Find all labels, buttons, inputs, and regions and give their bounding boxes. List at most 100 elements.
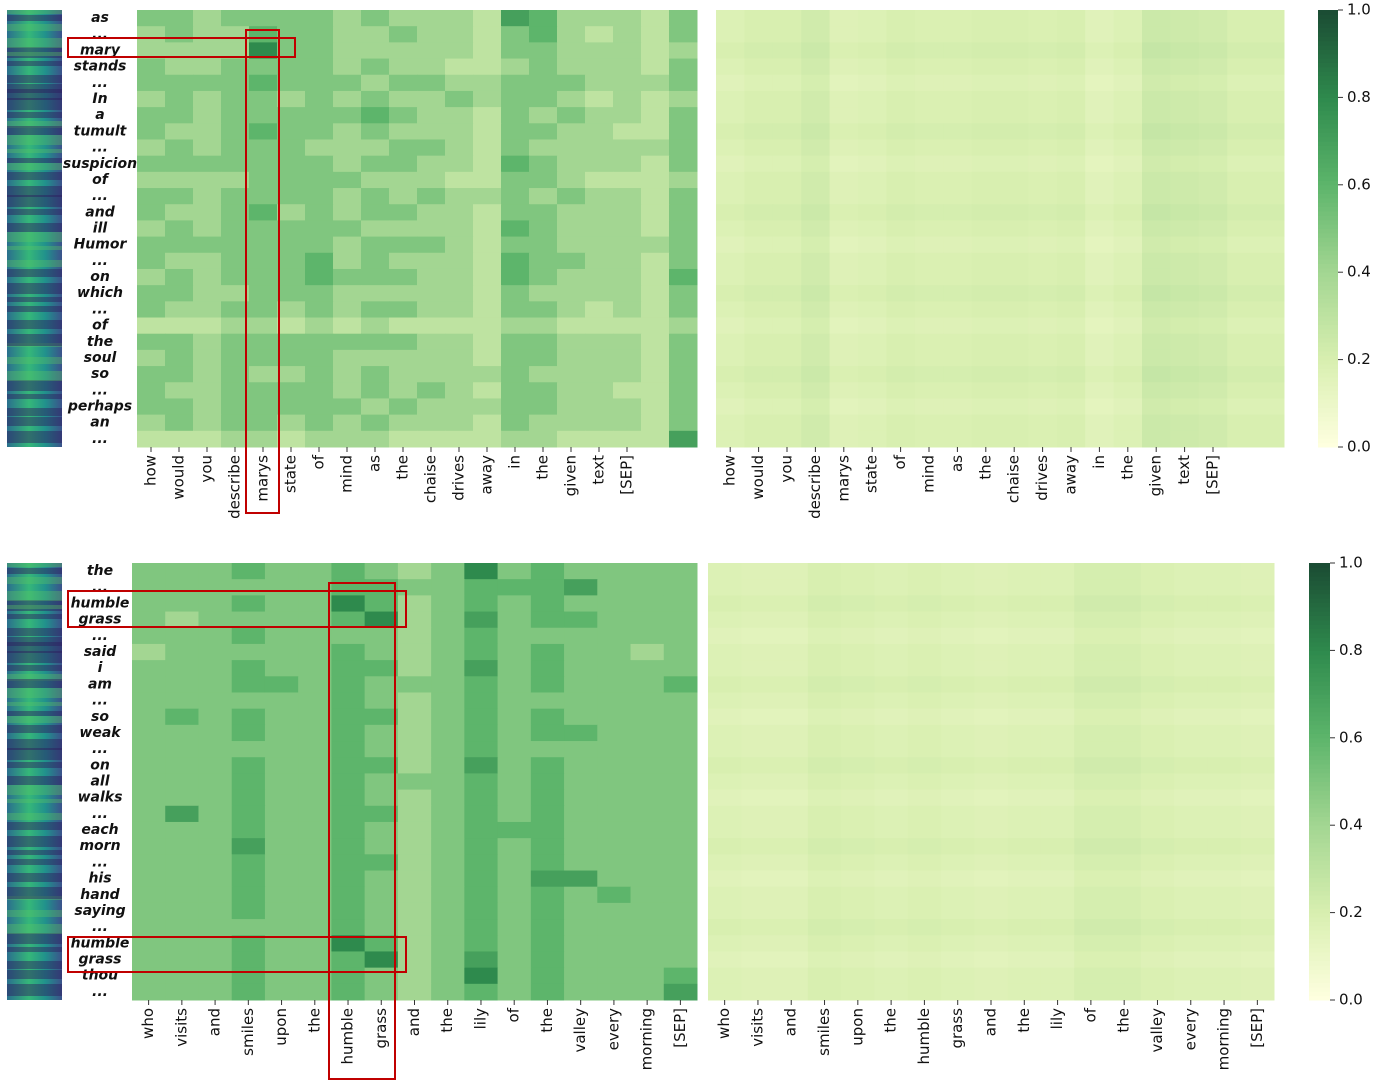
heatmap-cell	[361, 285, 390, 302]
heatmap-cell	[530, 708, 565, 726]
heatmap-cell	[641, 349, 670, 367]
heatmap-cell	[841, 773, 875, 791]
heatmap-cell	[249, 301, 278, 319]
heatmap-cell	[907, 757, 942, 774]
heatmap-cell	[331, 919, 366, 936]
spectrogram-band	[7, 924, 62, 934]
heatmap-cell	[397, 741, 432, 758]
colorbar-segment	[1309, 956, 1330, 962]
heatmap-cell	[264, 724, 299, 742]
heatmap-cell	[557, 317, 586, 335]
y-tick-label: the	[87, 334, 113, 350]
heatmap-cell	[132, 676, 166, 693]
heatmap-cell	[1028, 268, 1058, 286]
heatmap-cell	[974, 708, 1009, 726]
heatmap-cell	[630, 854, 665, 872]
heatmap-cell	[1107, 611, 1142, 629]
heatmap-cell	[1255, 10, 1285, 27]
heatmap-cell	[1240, 611, 1275, 629]
heatmap-cell	[807, 724, 842, 742]
heatmap-cell	[1198, 139, 1228, 157]
spectrogram-band	[7, 163, 62, 170]
heatmap-cell	[1085, 58, 1115, 76]
colorbar-segment	[1309, 606, 1330, 612]
heatmap-cell	[264, 741, 299, 758]
spectrogram-band	[7, 112, 62, 118]
heatmap-cell	[389, 204, 418, 221]
heatmap-cell	[298, 935, 332, 952]
heatmap-cell	[829, 90, 859, 108]
heatmap-cell	[1028, 382, 1058, 399]
heatmap-cell	[1028, 10, 1058, 27]
heatmap-cell	[497, 595, 532, 613]
heatmap-cell	[198, 660, 233, 677]
x-tick-label: every	[1181, 1008, 1199, 1051]
heatmap-cell	[1000, 204, 1029, 221]
heatmap-cell	[1170, 171, 1200, 189]
colorbar-segment	[1318, 429, 1338, 435]
heatmap-cell	[774, 935, 809, 952]
heatmap-cell	[193, 58, 222, 76]
y-tick-label: ...	[92, 431, 108, 447]
heatmap-cell	[1142, 42, 1171, 60]
colorbar-segment	[1318, 49, 1338, 55]
heatmap-cell	[613, 398, 642, 416]
spectrogram-band	[7, 38, 62, 48]
spectrogram-band	[7, 961, 62, 969]
heatmap-cell	[431, 902, 465, 920]
heatmap-cell	[1074, 708, 1109, 726]
heatmap-cell	[1240, 902, 1275, 920]
colorbar-segment	[1318, 40, 1338, 46]
heatmap-cell	[331, 692, 366, 710]
heatmap-cell	[941, 902, 975, 920]
heatmap-cell	[501, 26, 530, 43]
heatmap-cell	[305, 301, 334, 319]
heatmap-cell	[1113, 430, 1143, 448]
y-tick-label: grass	[78, 952, 121, 968]
heatmap-cell	[613, 204, 642, 221]
heatmap-cell	[361, 333, 390, 351]
heatmap-cell	[585, 58, 614, 76]
spectrogram-band	[7, 674, 62, 681]
heatmap-cell	[249, 252, 278, 270]
colorbar-segment	[1309, 812, 1330, 817]
heatmap-cell	[941, 708, 975, 726]
heatmap-cell	[1227, 414, 1257, 432]
heatmap-cell	[445, 268, 474, 286]
heatmap-cell	[741, 886, 776, 904]
heatmap-cell	[501, 107, 530, 124]
heatmap-cell	[585, 90, 614, 108]
heatmap-cell	[132, 919, 166, 936]
colorbar-segment	[1318, 132, 1338, 138]
colorbar-segment	[1318, 23, 1338, 28]
heatmap-cell	[941, 724, 975, 742]
heatmap-cell	[1074, 741, 1109, 758]
heatmap-cell	[1007, 595, 1042, 613]
colorbar-segment	[1309, 646, 1330, 651]
heatmap-cell	[914, 220, 944, 238]
heatmap-cell	[497, 838, 532, 855]
heatmap-cell	[841, 951, 875, 969]
heatmap-cell	[305, 90, 334, 108]
heatmap-cell	[772, 382, 802, 399]
heatmap-cell	[907, 821, 942, 839]
heatmap-cell	[137, 317, 166, 335]
heatmap-cell	[473, 398, 502, 416]
heatmap-cell	[829, 74, 859, 92]
heatmap-cell	[744, 171, 774, 189]
heatmap-cell	[221, 58, 250, 76]
heatmap-cell	[473, 42, 502, 60]
heatmap-cell	[744, 58, 774, 76]
heatmap-cell	[943, 301, 973, 319]
heatmap-cell	[249, 74, 278, 92]
heatmap-cell	[564, 838, 598, 855]
heatmap-cell	[529, 430, 558, 448]
heatmap-cell	[585, 414, 614, 432]
heatmap-cell	[132, 983, 166, 1001]
heatmap-cell	[221, 204, 250, 221]
heatmap-cell	[1198, 382, 1228, 399]
heatmap-cell	[165, 382, 194, 399]
heatmap-cell	[1174, 886, 1208, 904]
heatmap-cell	[1142, 398, 1171, 416]
heatmap-cell	[801, 58, 831, 76]
